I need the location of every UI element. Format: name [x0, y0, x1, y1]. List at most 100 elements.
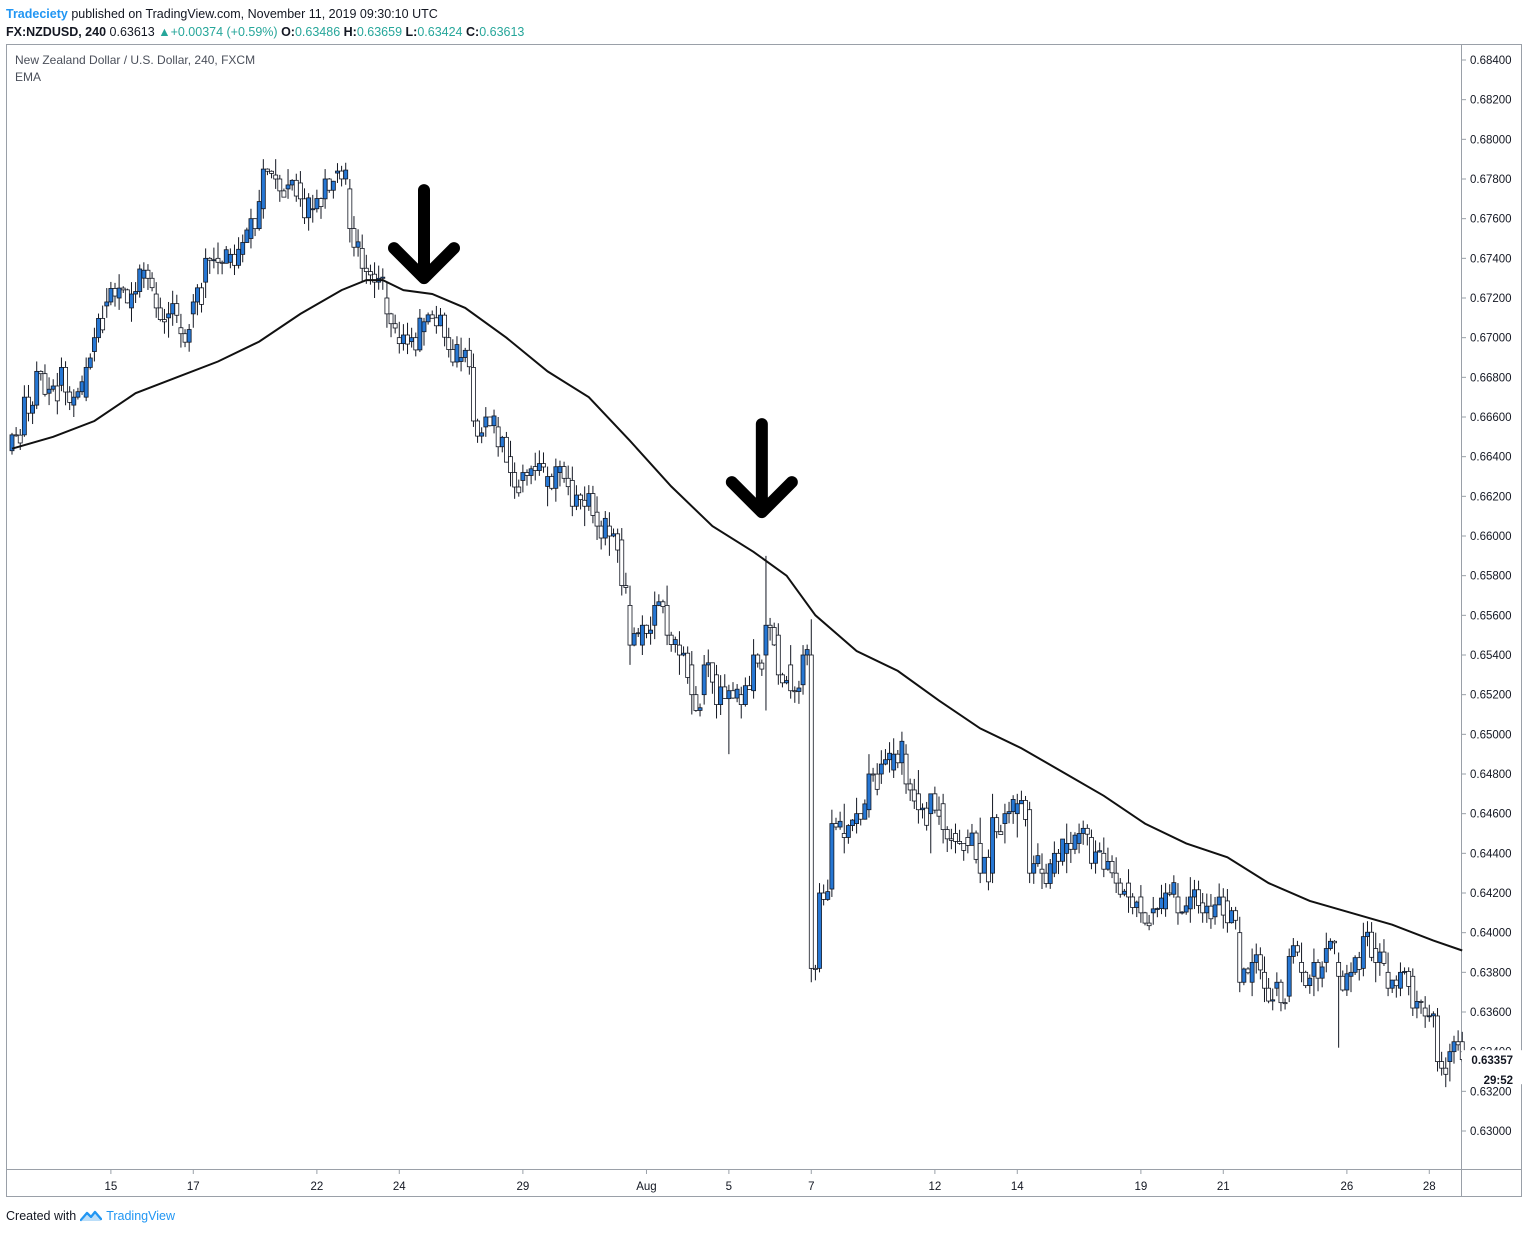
tradingview-brand[interactable]: TradingView: [106, 1209, 175, 1223]
candle-body: [1360, 936, 1366, 969]
candle-body: [207, 257, 213, 261]
candle-body: [1253, 954, 1259, 963]
candle-body: [170, 303, 176, 315]
legend-title: New Zealand Dollar / U.S. Dollar, 240, F…: [15, 53, 255, 67]
candle-body: [1443, 1067, 1449, 1075]
candle-body: [1113, 872, 1119, 884]
candle-body: [1414, 1001, 1420, 1009]
candle-body: [1068, 843, 1074, 850]
candle-body: [763, 624, 769, 656]
candle-body: [425, 314, 431, 323]
candle-body: [252, 218, 258, 230]
candle-body: [878, 763, 884, 775]
candle-body: [1027, 809, 1033, 874]
publish-line: Tradeciety published on TradingView.com,…: [6, 5, 524, 23]
candle-body: [858, 813, 864, 820]
candle-body: [392, 323, 398, 329]
candle-body: [63, 367, 68, 393]
candle-body: [162, 319, 167, 323]
candle-body: [244, 229, 250, 243]
candle-body: [1023, 800, 1028, 820]
candle-body: [260, 168, 266, 210]
time-tick-label: 24: [393, 1181, 406, 1193]
candle-body: [1278, 981, 1284, 1004]
candle-body: [100, 318, 106, 331]
candle-body: [178, 327, 184, 335]
candle-body: [310, 208, 316, 211]
time-axis[interactable]: 15 17 22 24 29 Aug 5 7 12 14 19 21 26 28: [104, 1169, 1436, 1193]
candle-body: [607, 525, 612, 537]
candle-body: [421, 321, 427, 333]
candle-body: [9, 434, 15, 452]
candle-body: [813, 967, 818, 970]
candle-body: [1249, 962, 1255, 983]
candle-body: [784, 680, 789, 684]
candle-body: [96, 318, 101, 339]
candle-body: [1344, 973, 1350, 991]
candle-body: [1031, 863, 1037, 874]
price-tick-label: 0.63600: [1470, 1007, 1512, 1019]
candle-body: [545, 476, 550, 487]
price-axis[interactable]: 0.68400 0.68200 0.68000 0.67800 0.67600 0.674…: [1461, 55, 1512, 1138]
candle-body: [874, 773, 880, 790]
candle-body: [792, 690, 798, 693]
candle-body: [685, 652, 691, 678]
candle-body: [343, 169, 349, 180]
low-value: 0.63424: [417, 25, 463, 39]
candle-body: [903, 753, 909, 785]
candle-body: [961, 842, 967, 851]
candle-body: [339, 170, 345, 180]
candle-body: [829, 823, 835, 890]
candle-body: [347, 188, 353, 229]
candle-body: [413, 337, 419, 351]
candle-body: [751, 654, 756, 692]
candle-body: [326, 178, 332, 191]
author-link[interactable]: Tradeciety: [6, 7, 68, 21]
candle-body: [227, 253, 233, 263]
candle-body: [368, 271, 373, 276]
candle-body: [730, 690, 736, 699]
candle-body: [104, 301, 110, 307]
candle-body: [1336, 962, 1342, 977]
candle-body: [883, 759, 888, 765]
time-tick-label: 21: [1217, 1181, 1230, 1193]
candle-body: [1233, 910, 1239, 921]
candle-body: [446, 337, 452, 350]
candle-body: [924, 807, 930, 826]
candle-body: [775, 634, 781, 676]
candle-body: [174, 303, 180, 316]
price-tick-label: 0.68400: [1470, 55, 1512, 67]
candle-body: [981, 856, 987, 874]
candle-body: [639, 624, 645, 646]
candle-body: [541, 463, 546, 468]
candle-body: [190, 301, 196, 315]
ema-line: [11, 279, 1463, 952]
candle-body: [1369, 931, 1374, 958]
candle-body: [351, 228, 357, 248]
candle-body: [116, 287, 122, 299]
candle-body: [1051, 852, 1057, 874]
candle-body: [825, 891, 831, 900]
candle-body: [487, 416, 493, 427]
candle-body: [693, 694, 699, 711]
candle-body: [635, 632, 641, 635]
candle-body: [870, 773, 876, 776]
candle-body: [887, 752, 892, 761]
candle-body: [652, 605, 658, 626]
candle-body: [1084, 827, 1090, 835]
candle-body: [1348, 971, 1354, 977]
candle-body: [34, 370, 40, 406]
candle-body: [586, 493, 592, 507]
candle-body: [306, 197, 312, 219]
price-tick-label: 0.65000: [1470, 729, 1512, 741]
down-arrow-icon: [388, 184, 460, 285]
candle-body: [578, 494, 583, 500]
candle-body: [54, 385, 60, 402]
candle-body: [256, 201, 262, 230]
candle-body: [1200, 902, 1206, 914]
candle-body: [928, 793, 934, 815]
candle-body: [1311, 962, 1317, 977]
candle-body: [87, 357, 93, 368]
price-tick-label: 0.67200: [1470, 293, 1512, 305]
